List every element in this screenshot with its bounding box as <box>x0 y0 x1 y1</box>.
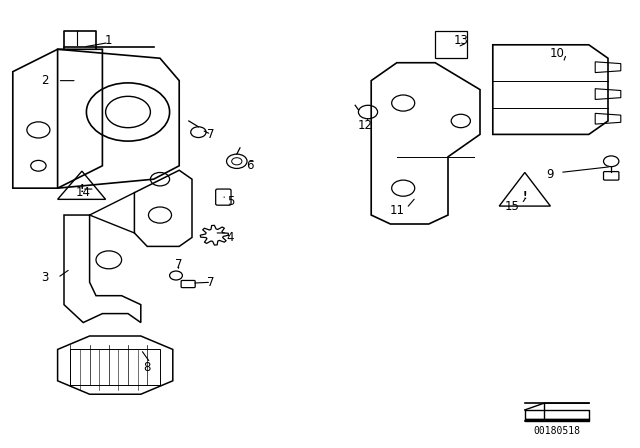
Text: !: ! <box>522 191 527 201</box>
Text: 11: 11 <box>389 204 404 217</box>
Text: 5: 5 <box>227 195 234 208</box>
Text: 8: 8 <box>143 361 151 374</box>
Text: 12: 12 <box>357 119 372 132</box>
Polygon shape <box>525 419 589 421</box>
Text: 13: 13 <box>453 34 468 47</box>
Text: 2: 2 <box>41 74 49 87</box>
Text: 7: 7 <box>175 258 183 271</box>
Text: 9: 9 <box>547 168 554 181</box>
Text: 7: 7 <box>207 276 215 289</box>
Text: 10: 10 <box>549 47 564 60</box>
Text: 4: 4 <box>227 231 234 244</box>
Text: 14: 14 <box>76 186 91 199</box>
Text: 3: 3 <box>41 271 49 284</box>
Text: !: ! <box>79 184 84 194</box>
Text: 6: 6 <box>246 159 253 172</box>
Text: 7: 7 <box>207 128 215 141</box>
Text: 1: 1 <box>105 34 113 47</box>
Text: 15: 15 <box>504 199 520 213</box>
Text: 00180518: 00180518 <box>533 426 580 436</box>
